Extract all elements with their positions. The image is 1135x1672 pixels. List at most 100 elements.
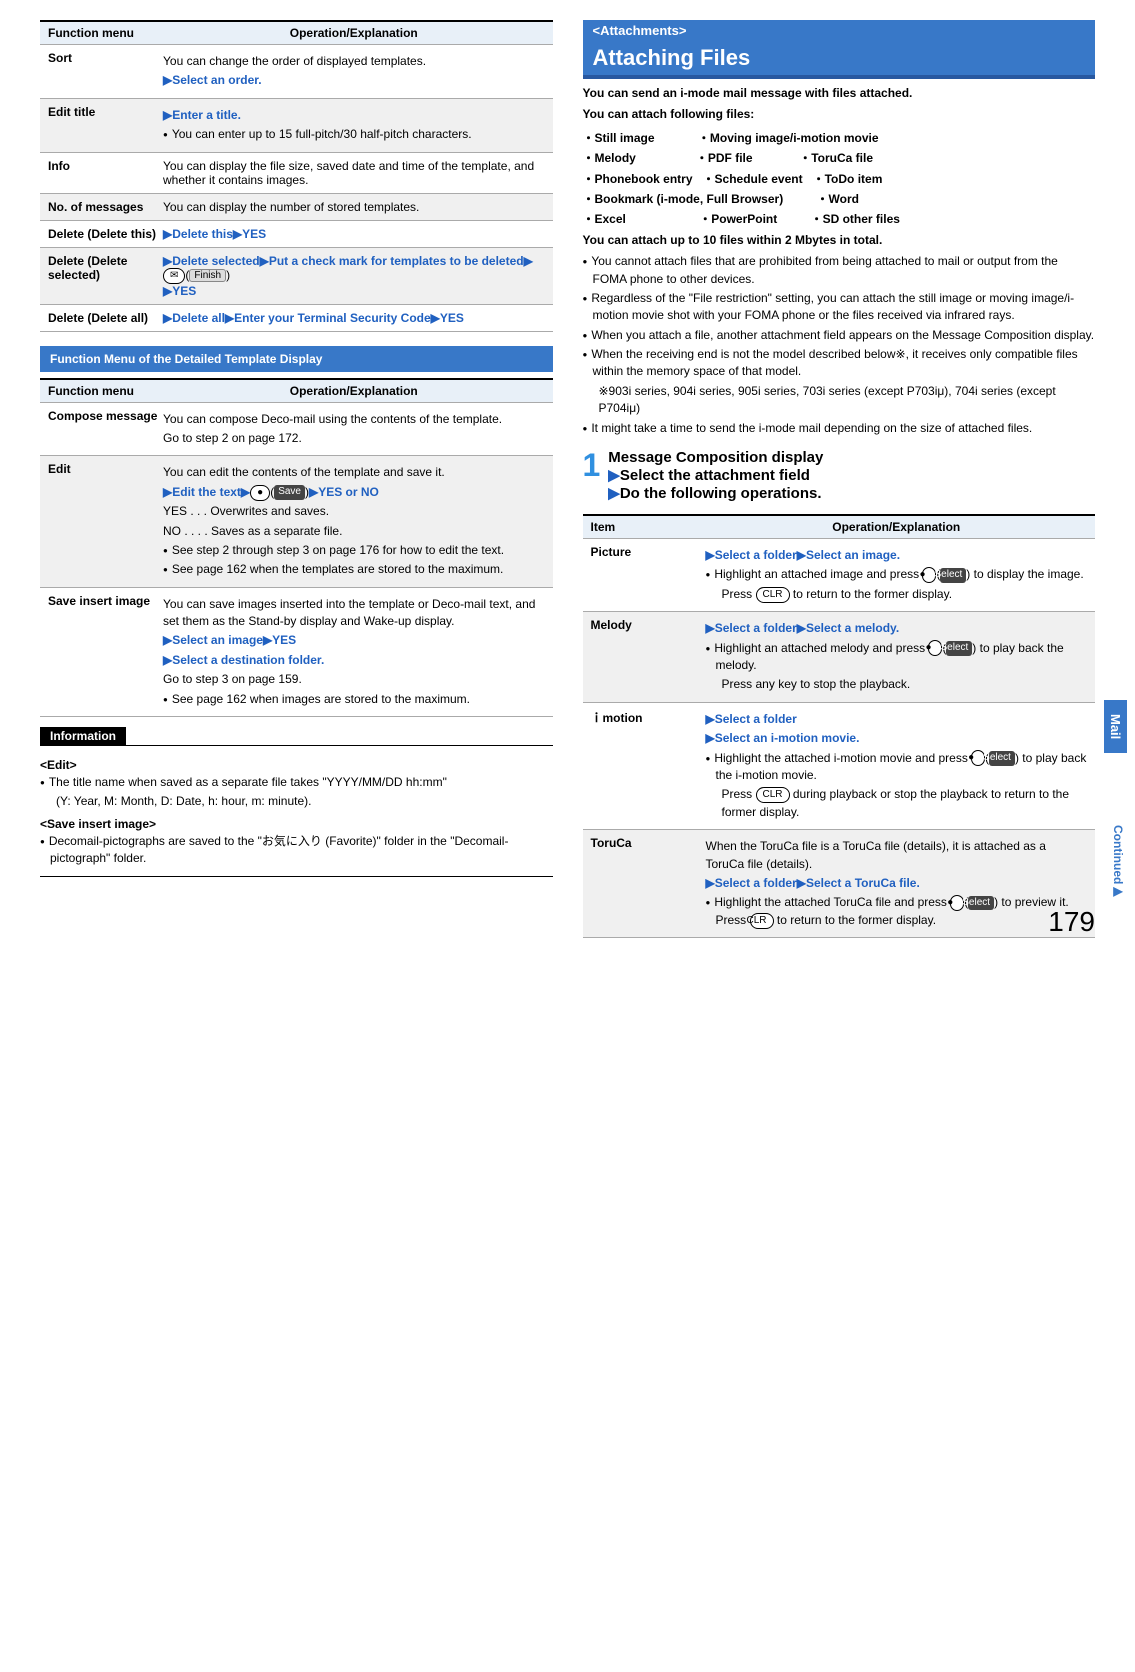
label: Compose message [48, 409, 163, 450]
left-column: Function menu Operation/Explanation Sort… [40, 20, 553, 938]
arrow-icon: ▶ [608, 467, 620, 484]
arrow-icon: ▶ [163, 227, 172, 241]
row-no-messages: No. of messages You can display the numb… [40, 194, 553, 221]
info-block: Information <Edit> The title name when s… [40, 717, 553, 877]
body: ▶Select a folder▶Select an image. Highli… [706, 545, 1088, 605]
n1: Highlight an attached image and press ●(… [706, 566, 1088, 583]
info-label: Information [40, 727, 126, 745]
center-key-icon: ● [250, 485, 270, 501]
action2: ▶YES [163, 284, 196, 298]
select-label: Select [940, 568, 966, 583]
n2: Press any key to stop the playback. [706, 676, 1088, 693]
arrow-icon: ▶ [163, 73, 172, 87]
a1: Select an image▶YES [172, 633, 296, 647]
row-toruca: ToruCa When the ToruCa file is a ToruCa … [583, 830, 1096, 938]
page-number: 179 [1048, 906, 1095, 938]
t: Highlight an attached image and press [714, 567, 922, 581]
b3: When you attach a file, another attachme… [583, 327, 1096, 344]
action: Delete this▶YES [172, 227, 266, 241]
a2: Select an i-motion movie. [715, 731, 860, 745]
b2: Regardless of the "File restriction" set… [583, 290, 1096, 325]
step-number: 1 [583, 449, 601, 481]
table2-h1: Function menu [48, 384, 163, 398]
section-title: Function Menu of the Detailed Template D… [40, 346, 553, 372]
row-delete-this: Delete (Delete this) ▶Delete this▶YES [40, 221, 553, 248]
arrow-icon: ▶ [608, 485, 620, 502]
n1: See step 2 through step 3 on page 176 fo… [163, 542, 545, 559]
arrow-icon: ▶ [163, 653, 172, 667]
right-column: <Attachments> Attaching Files You can se… [583, 20, 1096, 938]
body: ▶Delete all▶Enter your Terminal Security… [163, 311, 545, 325]
arrow-icon: ▶ [163, 633, 172, 647]
side-tab-mail: Mail [1104, 700, 1127, 753]
action: Enter a title. [172, 108, 241, 122]
yes: YES . . . Overwrites and saves. [163, 503, 545, 520]
page: Function menu Operation/Explanation Sort… [0, 0, 1135, 958]
mail-icon: ✉ [163, 268, 185, 284]
label: Edit [48, 462, 163, 580]
n2: See page 162 when the templates are stor… [163, 561, 545, 578]
f2: ・Melody [583, 151, 636, 165]
text: You can compose Deco-mail using the cont… [163, 411, 545, 428]
table2-h2: Operation/Explanation [163, 384, 545, 398]
continued-indicator: Continued [1111, 825, 1125, 898]
info-save-h: <Save insert image> [40, 817, 553, 831]
label: Info [48, 159, 163, 187]
body: You can change the order of displayed te… [163, 51, 545, 92]
row-melody: Melody ▶Select a folder▶Select a melody.… [583, 612, 1096, 703]
info-box: <Edit> The title name when saved as a se… [40, 745, 553, 877]
label: Save insert image [48, 594, 163, 710]
table3-h1: Item [591, 520, 706, 534]
label: Delete (Delete selected) [48, 254, 163, 298]
step-1: 1 Message Composition display ▶Select th… [583, 449, 1096, 502]
table3-header: Item Operation/Explanation [583, 514, 1096, 539]
body: You can save images inserted into the te… [163, 594, 545, 710]
n1: Highlight an attached melody and press ●… [706, 640, 1088, 675]
save-button-label: Save [274, 485, 305, 500]
b4a: When the receiving end is not the model … [583, 346, 1096, 381]
label: No. of messages [48, 200, 163, 214]
f11: ・PowerPoint [699, 212, 777, 226]
table1-h2: Operation/Explanation [163, 26, 545, 40]
body: You can edit the contents of the templat… [163, 462, 545, 580]
row-delete-all: Delete (Delete all) ▶Delete all▶Enter yo… [40, 305, 553, 332]
f4: ・ToruCa file [799, 151, 873, 165]
arrow-icon: ▶ [163, 311, 172, 325]
table1-header: Function menu Operation/Explanation [40, 20, 553, 45]
arrow-icon: ▶ [163, 108, 172, 122]
text: You can save images inserted into the te… [163, 596, 545, 631]
a: Select a folder▶Select a ToruCa file. [715, 876, 920, 890]
row-imotion: ｉmotion ▶Select a folder ▶Select an i-mo… [583, 703, 1096, 830]
step-a2: Do the following operations. [620, 485, 822, 502]
table2-header: Function menu Operation/Explanation [40, 378, 553, 403]
n2: Press CLR to return to the former displa… [706, 586, 1088, 603]
clr-key-icon: CLR [756, 587, 790, 603]
b1: You cannot attach files that are prohibi… [583, 253, 1096, 288]
body: ▶Select a folder▶Select a melody. Highli… [706, 618, 1088, 696]
t2: to return to the former display. [790, 587, 953, 601]
no: NO . . . . Saves as a separate file. [163, 523, 545, 540]
a: Select a folder▶Select an image. [715, 548, 900, 562]
body: You can display the number of stored tem… [163, 200, 545, 214]
label: Sort [48, 51, 163, 92]
arrow-icon: ▶ [706, 876, 715, 890]
body: ▶Select a folder ▶Select an i-motion mov… [706, 709, 1088, 823]
table3-h2: Operation/Explanation [706, 520, 1088, 534]
label: Melody [591, 618, 706, 696]
row-sort: Sort You can change the order of display… [40, 45, 553, 99]
text: You can change the order of displayed te… [163, 53, 545, 70]
a1: Edit the text▶ [172, 485, 250, 499]
arrow-icon: ▶ [706, 548, 715, 562]
text: When the ToruCa file is a ToruCa file (d… [706, 838, 1088, 873]
n2: Press CLR during playback or stop the pl… [706, 786, 1088, 821]
body: You can compose Deco-mail using the cont… [163, 409, 545, 450]
label: Delete (Delete this) [48, 227, 163, 241]
f1: ・Moving image/i-motion movie [698, 131, 879, 145]
f8: ・Bookmark (i-mode, Full Browser) [583, 192, 784, 206]
n1: See page 162 when images are stored to t… [163, 691, 545, 708]
text: You can edit the contents of the templat… [163, 464, 545, 481]
t: Highlight an attached melody and press [714, 641, 928, 655]
note: You can enter up to 15 full-pitch/30 hal… [163, 126, 545, 143]
select-label: Select [989, 751, 1015, 766]
step-title: Message Composition display [608, 449, 1095, 466]
